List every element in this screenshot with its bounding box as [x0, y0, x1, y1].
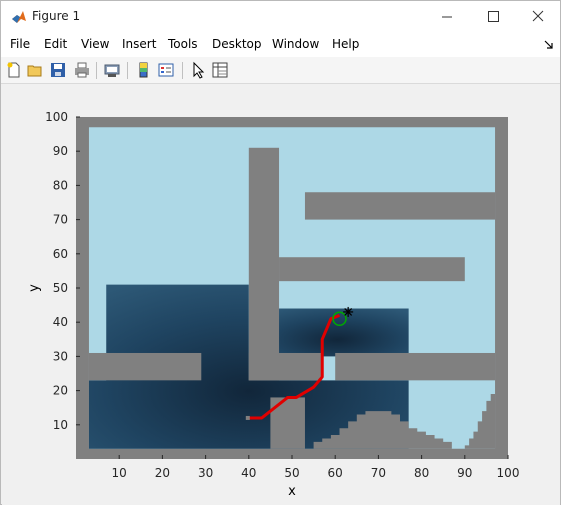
- obstacle-block: [304, 192, 496, 220]
- obstacle-block: [335, 352, 496, 381]
- colorbar-icon[interactable]: [135, 61, 153, 79]
- legend-icon[interactable]: [157, 61, 175, 79]
- figure-toolbar: [1, 57, 560, 84]
- y-tick-label: 20: [53, 384, 68, 398]
- y-tick-label: 10: [53, 418, 68, 432]
- y-tick-label: 30: [53, 349, 68, 363]
- property-inspector-icon[interactable]: [211, 61, 229, 79]
- figure-canvas: 10 20 30 40 50 60 70 80 90 100 10 20 30 40 50 60 70 80 90…: [2, 85, 560, 505]
- goal-marker: [343, 306, 354, 317]
- explored-region-lower: [88, 284, 409, 449]
- obstacle-block: [248, 147, 280, 381]
- y-tick-label: 60: [53, 247, 68, 261]
- x-tick-label: 10: [112, 466, 127, 480]
- save-icon[interactable]: [49, 61, 67, 79]
- goal-marker-stroke: [344, 308, 353, 316]
- obstacle-mound: [304, 411, 452, 449]
- x-tick-label: 50: [284, 466, 299, 480]
- minimize-button[interactable]: [424, 1, 470, 33]
- open-file-icon[interactable]: [26, 61, 44, 79]
- obstacle-block: [88, 352, 202, 381]
- menu-view[interactable]: View: [81, 37, 110, 51]
- y-axis: 10 20 30 40 50 60 70 80 90 100: [45, 110, 80, 432]
- menu-tools[interactable]: Tools: [168, 37, 198, 51]
- x-tick-label: 80: [414, 466, 429, 480]
- y-tick-label: 70: [53, 213, 68, 227]
- menu-window[interactable]: Window: [272, 37, 320, 51]
- menu-desktop[interactable]: Desktop: [212, 37, 262, 51]
- x-tick-label: 90: [457, 466, 472, 480]
- x-tick-label: 70: [371, 466, 386, 480]
- y-tick-label: 100: [45, 110, 68, 124]
- y-tick-label: 50: [53, 281, 68, 295]
- print-preview-icon[interactable]: [103, 61, 121, 79]
- pointer-icon[interactable]: [189, 61, 207, 79]
- x-tick-label: 30: [198, 466, 213, 480]
- path-origin-cell: [245, 415, 250, 420]
- menu-file[interactable]: File: [10, 37, 31, 51]
- close-button[interactable]: [515, 1, 561, 33]
- matlab-logo-icon: [12, 11, 26, 23]
- toolbar-separator: [127, 62, 128, 79]
- obstacle-slope: [464, 394, 496, 449]
- x-tick-label: 100: [497, 466, 520, 480]
- menu-insert[interactable]: Insert: [122, 37, 157, 51]
- minimize-icon: [442, 16, 452, 18]
- x-tick-label: 60: [328, 466, 343, 480]
- new-figure-icon[interactable]: [5, 61, 23, 79]
- obstacle-block: [279, 257, 465, 282]
- maximize-button[interactable]: [470, 1, 516, 33]
- menu-bar: File Edit View Insert Tools Desktop Wind…: [1, 33, 560, 57]
- plot-axes[interactable]: 10 20 30 40 50 60 70 80 90 100 10 20 30 40 50 60 70 80 90…: [2, 85, 560, 505]
- occupancy-map: [76, 117, 508, 459]
- path-markers: [332, 306, 354, 327]
- planned-path: [245, 313, 341, 420]
- maximize-icon: [488, 11, 499, 22]
- x-axis: 10 20 30 40 50 60 70 80 90 100: [112, 455, 520, 480]
- menu-help[interactable]: Help: [332, 37, 360, 51]
- y-tick-label: 80: [53, 178, 68, 192]
- print-icon[interactable]: [73, 61, 91, 79]
- path-line: [248, 313, 341, 420]
- obstacle-block: [248, 352, 323, 381]
- title-bar[interactable]: Figure 1: [1, 1, 560, 33]
- start-marker: [332, 311, 347, 327]
- close-icon: [532, 10, 544, 22]
- x-tick-label: 40: [241, 466, 256, 480]
- y-tick-label: 90: [53, 144, 68, 158]
- y-axis-label: y: [27, 284, 42, 292]
- toolbar-separator: [96, 62, 97, 79]
- window-title: Figure 1: [32, 9, 81, 23]
- menu-dock-arrow-icon[interactable]: [544, 40, 554, 50]
- toolbar-separator: [182, 62, 183, 79]
- y-tick-label: 40: [53, 315, 68, 329]
- x-tick-label: 20: [155, 466, 170, 480]
- x-axis-label: x: [288, 484, 296, 499]
- menu-edit[interactable]: Edit: [44, 37, 68, 51]
